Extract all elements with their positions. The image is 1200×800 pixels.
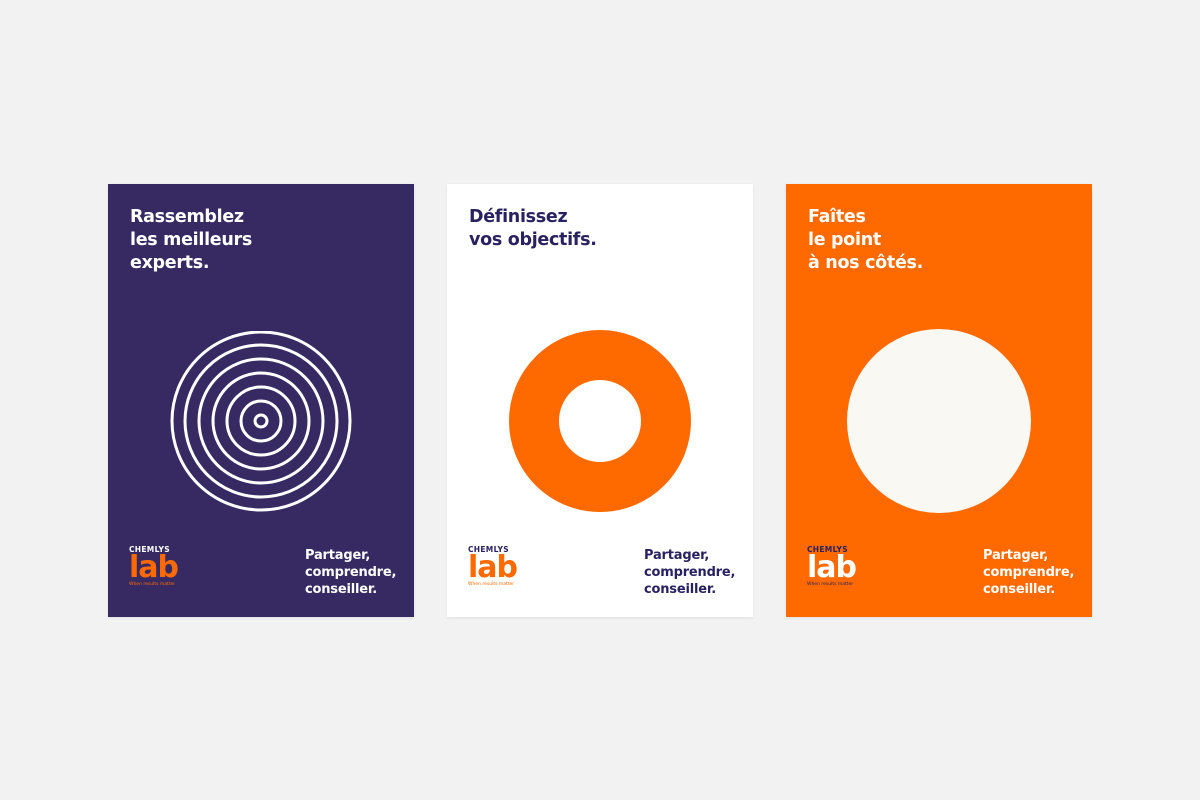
concentric-circles-graphic: [170, 331, 352, 512]
chemlys-lab-logo: CHEMLYS lab When results matter: [129, 545, 179, 587]
logo-slogan: When results matter: [807, 582, 854, 587]
tagline: Partager, comprendre, conseiller.: [644, 548, 736, 597]
tagline: Partager, comprendre, conseiller.: [305, 548, 397, 597]
orange-ring-graphic: [509, 330, 691, 512]
logo-slogan: When results matter: [468, 582, 515, 587]
logo-slogan: When results matter: [129, 582, 176, 587]
poster-purple: Rassemblez les meilleurs experts. CHEMLY…: [108, 184, 414, 617]
headline: Rassemblez les meilleurs experts.: [130, 207, 252, 273]
logo-brand: CHEMLYS: [129, 545, 170, 554]
logo-lab: lab: [807, 550, 857, 585]
chemlys-lab-logo: CHEMLYS lab When results matter: [807, 545, 857, 587]
chemlys-lab-logo: CHEMLYS lab When results matter: [468, 545, 518, 587]
cream-disc-graphic: [847, 329, 1031, 513]
logo-brand: CHEMLYS: [807, 545, 848, 554]
logo-lab: lab: [468, 550, 518, 585]
logo-brand: CHEMLYS: [468, 545, 509, 554]
tagline: Partager, comprendre, conseiller.: [983, 548, 1075, 597]
poster-white: Définissez vos objectifs. CHEMLYS lab Wh…: [447, 184, 753, 617]
headline: Faîtes le point à nos côtés.: [808, 207, 923, 273]
poster-orange: Faîtes le point à nos côtés. CHEMLYS lab…: [786, 184, 1092, 617]
logo-lab: lab: [129, 550, 179, 585]
headline: Définissez vos objectifs.: [469, 207, 597, 250]
